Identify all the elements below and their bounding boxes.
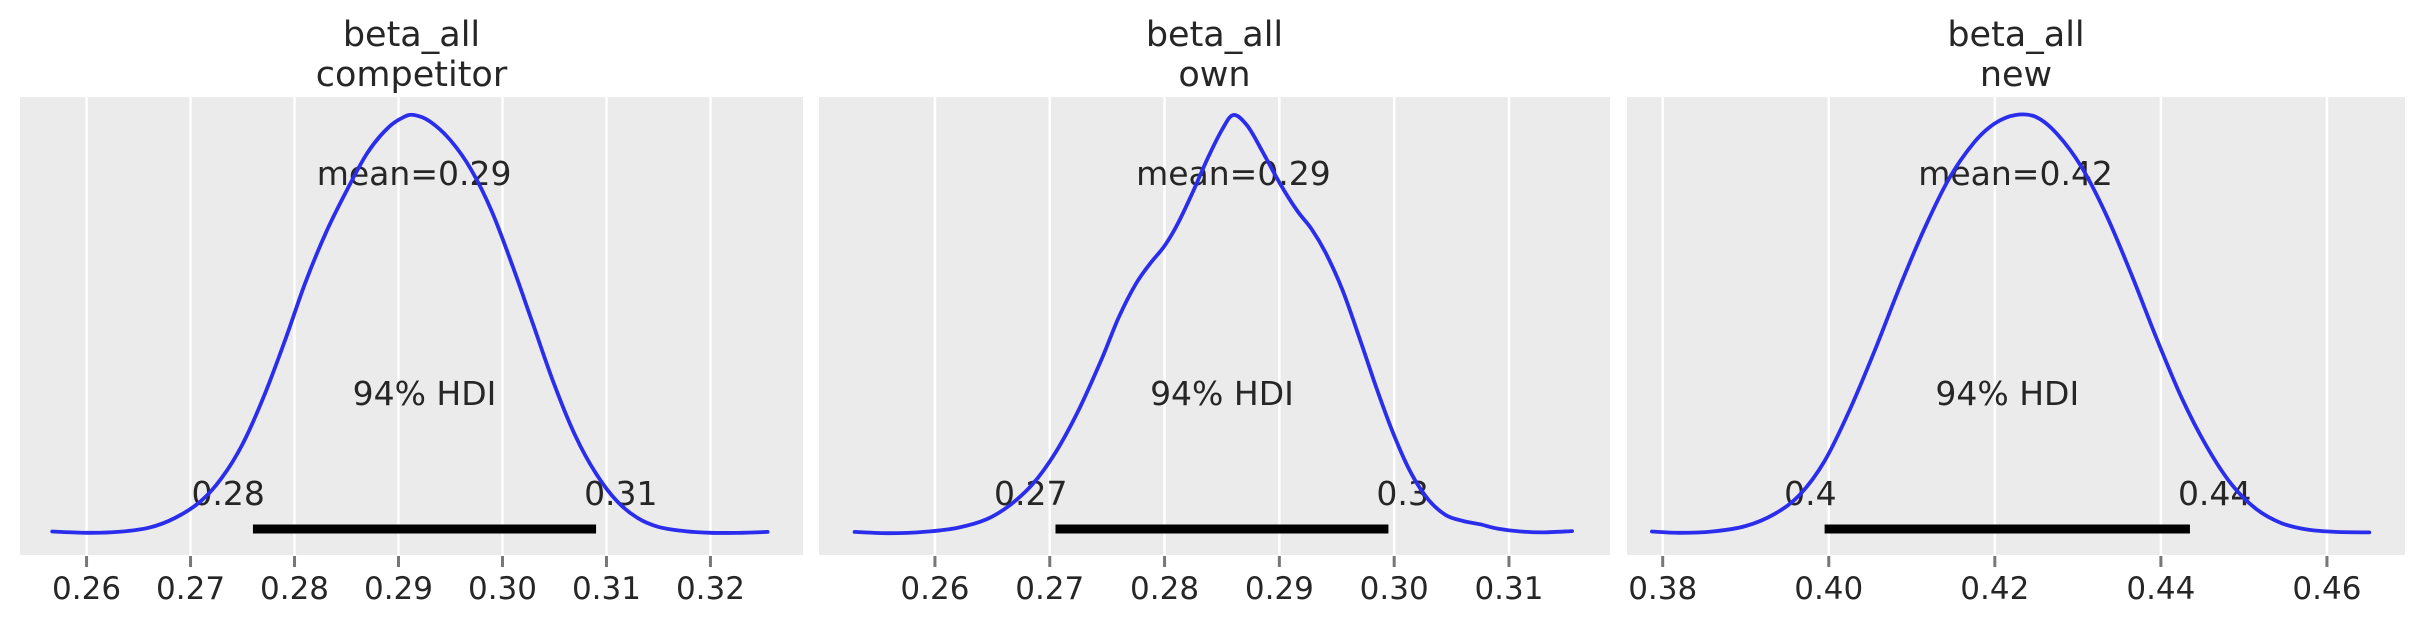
x-tick-label: 0.28 bbox=[260, 571, 329, 607]
x-tick-label: 0.29 bbox=[364, 571, 433, 607]
hdi-label: 94% HDI bbox=[1150, 374, 1294, 413]
panel-beta-all-competitor: 0.26 0.27 0.28 0.29 0.30 0.31 0.32 beta_all co… bbox=[20, 15, 803, 607]
panel-beta-all-new: 0.38 0.40 0.42 0.44 0.46 beta_all new mean=0… bbox=[1627, 15, 2405, 607]
x-tick-label: 0.32 bbox=[676, 571, 745, 607]
x-tick-label: 0.44 bbox=[2126, 571, 2195, 607]
panel-title-line1: beta_all bbox=[1146, 15, 1283, 55]
x-tick-label: 0.38 bbox=[1628, 571, 1697, 607]
plot-background-layer: 0.26 0.27 0.28 0.29 0.30 0.31 0.32 bbox=[20, 97, 803, 607]
kde-curve bbox=[1650, 112, 2372, 535]
plot-area bbox=[1627, 97, 2405, 555]
plot-area bbox=[819, 97, 1610, 555]
panel-title-line2: new bbox=[1980, 55, 2052, 95]
kde-curve bbox=[50, 112, 770, 535]
plot-background-layer: 0.38 0.40 0.42 0.44 0.46 bbox=[1627, 97, 2405, 607]
plot-background-layer: 0.26 0.27 0.28 0.29 0.30 0.31 bbox=[819, 97, 1610, 607]
panel-beta-all-own: 0.26 0.27 0.28 0.29 0.30 0.31 beta_all own me… bbox=[819, 15, 1610, 607]
kde-curve bbox=[852, 113, 1574, 536]
x-tick-label: 0.27 bbox=[1015, 571, 1084, 607]
plot-foreground-layer bbox=[50, 112, 770, 535]
plot-foreground-layer bbox=[852, 113, 1574, 536]
hdi-low-label: 0.28 bbox=[191, 474, 264, 513]
x-tick-label: 0.40 bbox=[1794, 571, 1863, 607]
mean-label: mean=0.29 bbox=[1136, 154, 1331, 193]
x-tick-label: 0.42 bbox=[1960, 571, 2029, 607]
x-tick-label: 0.31 bbox=[572, 571, 641, 607]
x-tick-label: 0.46 bbox=[2292, 571, 2361, 607]
x-tick-label: 0.30 bbox=[1360, 571, 1429, 607]
panel-title-line2: competitor bbox=[316, 55, 508, 95]
plot-area bbox=[20, 97, 803, 555]
panel-title-line1: beta_all bbox=[343, 15, 480, 55]
x-tick-label: 0.26 bbox=[900, 571, 969, 607]
x-tick-label: 0.30 bbox=[468, 571, 537, 607]
hdi-high-label: 0.3 bbox=[1376, 474, 1428, 513]
x-tick-label: 0.27 bbox=[156, 571, 225, 607]
x-tick-label: 0.29 bbox=[1245, 571, 1314, 607]
x-tick-label: 0.31 bbox=[1474, 571, 1543, 607]
hdi-label: 94% HDI bbox=[353, 374, 497, 413]
panel-title-line2: own bbox=[1178, 55, 1250, 95]
panel-title-line1: beta_all bbox=[1947, 15, 2084, 55]
hdi-label: 94% HDI bbox=[1935, 374, 2079, 413]
x-tick-label: 0.26 bbox=[52, 571, 121, 607]
plot-foreground-layer bbox=[1650, 112, 2372, 535]
x-tick-label: 0.28 bbox=[1130, 571, 1199, 607]
